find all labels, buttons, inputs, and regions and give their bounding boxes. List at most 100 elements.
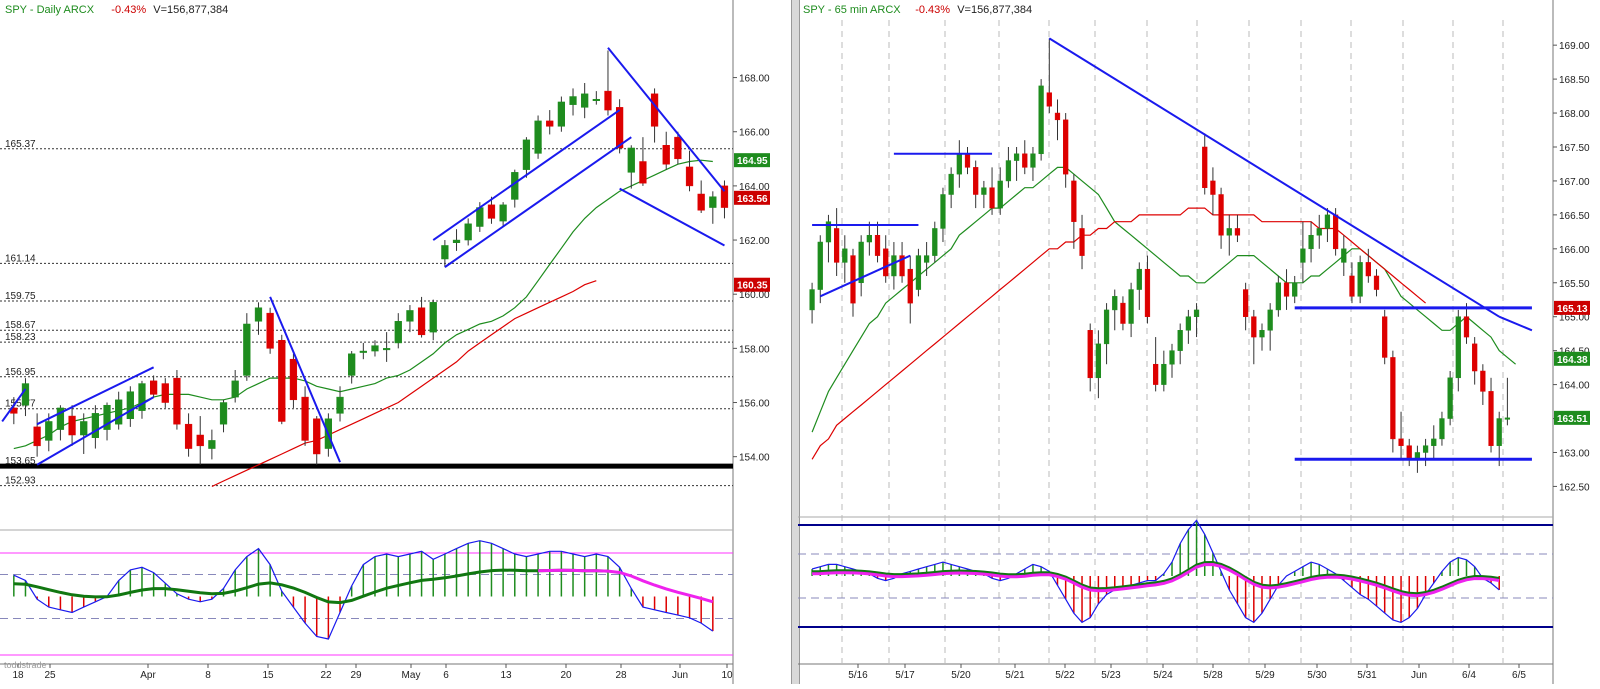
candle-down [1071,180,1077,222]
candle-up [336,396,344,414]
level-label: 159.75 [5,291,36,302]
pane-divider[interactable] [791,0,800,684]
x-tick-label: 5/24 [1153,670,1173,681]
candle-up [45,421,53,441]
watermark: toddstrade [4,660,47,670]
y-tick-label: 154.00 [739,453,770,464]
candle-up [956,153,962,175]
candle-up [499,204,507,222]
price-tag [1554,410,1590,425]
candle-up [1112,296,1118,311]
candle-up [1136,268,1142,290]
candle-up [866,234,872,243]
candle-down [68,415,76,436]
candle-up [1259,330,1265,338]
daily-chart: SPY - Daily ARCX -0.43% V=156,877,384 165.3… [0,0,770,684]
candle-up [464,223,472,241]
moving-average-fast [811,166,1516,433]
x-tick-label: May [402,670,421,681]
candle-up [817,241,823,290]
candle-up [1431,438,1437,446]
x-tick-label: 5/30 [1307,670,1327,681]
price-tag [734,277,770,292]
candle-down [1153,363,1159,385]
trendline [1048,37,1500,318]
change-percent: -0.43% [111,4,146,16]
candle-down [1283,282,1290,297]
candle-up [56,407,65,430]
candle-up [1013,153,1020,161]
trendline [444,136,632,268]
candle-down [289,358,298,401]
candle-up [522,139,531,170]
candle-down [184,423,193,449]
candle-down [1488,391,1494,446]
candle-down [685,166,694,187]
price-tag [1554,351,1590,366]
candle-down [1472,343,1478,372]
y-tick-label: 158.00 [739,344,770,355]
trendline [36,396,155,466]
candle-down [650,93,659,127]
price-tag-label: 160.35 [737,281,768,292]
candle-up [254,307,263,322]
change-percent: -0.43% [915,4,950,16]
candle-up [709,196,717,208]
candle-up [858,241,864,284]
candle-up [394,321,402,344]
candle-up [208,440,216,449]
candle-down [1063,119,1069,175]
y-tick-label: 162.00 [739,236,770,247]
candle-down [266,312,274,349]
candle-up [1005,160,1012,182]
candle-down [1480,370,1486,392]
y-tick-label: 162.50 [1559,482,1590,493]
oscillator-line [811,519,1500,624]
candle-up [1341,248,1347,263]
candle-up [915,255,922,290]
candle-up [429,302,437,333]
candle-down [313,418,321,455]
x-tick-label: 5/21 [1005,670,1025,681]
x-tick-label: 29 [350,670,362,681]
candle-up [932,228,938,256]
y-tick-label: 165.50 [1559,279,1590,290]
trendline [607,47,726,192]
price-tag-label: 164.95 [737,156,768,167]
candle-up [981,187,987,195]
candle-up [441,245,449,260]
candle-up [126,391,134,420]
candle-down [1054,112,1061,121]
candle-down [1243,289,1249,317]
x-tick-label: 18 [12,670,24,681]
x-tick-label: 6/5 [1512,670,1526,681]
candle-down [1046,92,1052,107]
candle-up [1447,377,1453,419]
candle-up [592,98,600,101]
level-label: 156.95 [5,367,36,378]
candle-down [1202,146,1208,188]
candle-up [80,421,88,436]
x-tick-label: 5/20 [951,670,971,681]
candle-up [382,348,391,351]
candle-up [1038,85,1044,155]
y-tick-label: 166.00 [739,128,770,139]
candle-up [452,239,461,244]
x-tick-label: 8 [205,670,211,681]
candle-up [1103,309,1110,345]
candle-down [1406,445,1412,460]
candle-up [219,402,228,425]
candle-up [138,383,146,411]
candle-up [1504,417,1511,420]
candle-down [883,248,889,277]
signal-line-overlay [812,562,1500,598]
candle-down [173,377,181,425]
y-tick-label: 156.00 [739,399,770,410]
trendline [819,254,911,298]
price-tag-label: 164.38 [1557,355,1588,366]
volume-label: V=156,877,384 [957,4,1032,16]
x-tick-label: Apr [140,670,156,681]
moving-average-slow [811,207,1426,460]
candle-down [1373,275,1380,290]
y-tick-label: 165.00 [1559,313,1590,324]
